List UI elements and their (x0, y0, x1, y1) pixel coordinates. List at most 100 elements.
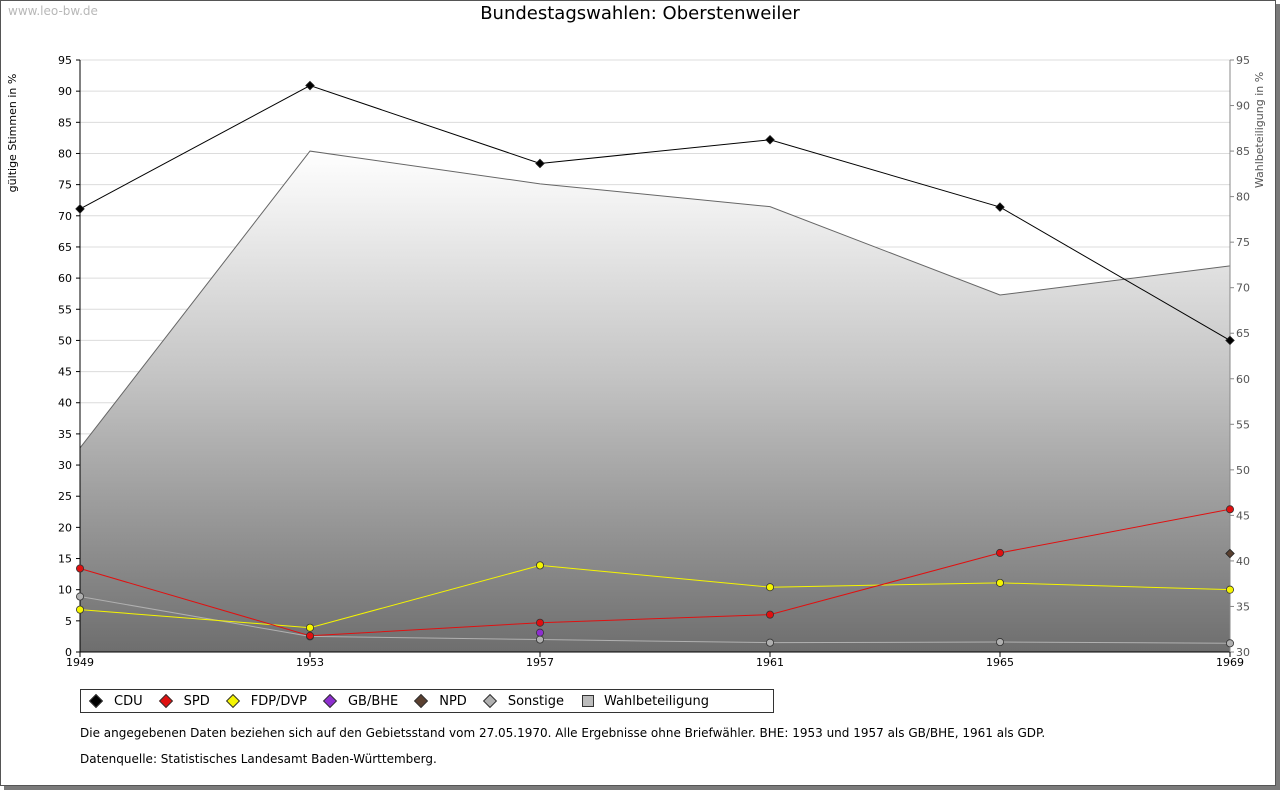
data-note: Die angegebenen Daten beziehen sich auf … (80, 726, 1046, 740)
legend-label: NPD (439, 693, 467, 709)
y2-tick-label: 45 (1236, 509, 1250, 522)
legend-label: FDP/DVP (250, 693, 307, 709)
legend-marker (582, 695, 594, 707)
y2-tick-label: 80 (1236, 191, 1250, 204)
y2-axis-label: Wahlbeteiligung in % (1253, 72, 1266, 188)
y2-tick-label: 90 (1236, 100, 1250, 113)
y-tick-label: 55 (58, 303, 72, 316)
y-tick-label: 0 (65, 646, 72, 659)
y2-tick-label: 95 (1236, 54, 1250, 67)
data-point-sonstige (1226, 639, 1235, 648)
y-tick-label: 20 (58, 521, 72, 534)
x-tick-label: 1957 (526, 656, 554, 669)
x-tick-label: 1953 (296, 656, 324, 669)
legend-marker (414, 693, 429, 709)
turnout-area-fill (80, 151, 1230, 653)
data-point-sonstige (996, 638, 1005, 647)
y-tick-label: 70 (58, 210, 72, 223)
y2-tick-label: 85 (1236, 145, 1250, 158)
y-tick-label: 90 (58, 85, 72, 98)
data-point-spd (536, 618, 545, 627)
y2-tick-label: 35 (1236, 600, 1250, 613)
y-tick-label: 80 (58, 147, 72, 160)
legend-label: SPD (183, 693, 210, 709)
series-line-sonstige (79, 596, 1231, 644)
data-point-spd (76, 564, 85, 573)
turnout-area (79, 150, 1231, 653)
legend-marker (322, 693, 338, 709)
y-tick-label: 50 (58, 334, 72, 347)
y-tick-label: 5 (65, 615, 72, 628)
data-point-fdp-dvp (996, 578, 1005, 587)
data-point-sonstige (76, 592, 85, 601)
y-tick-label: 25 (58, 490, 72, 503)
legend-item-wahlbeteiligung: Wahlbeteiligung (582, 694, 709, 709)
data-point-fdp-dvp (1226, 585, 1235, 594)
data-point-gb-bhe (536, 628, 545, 637)
x-tick-label: 1969 (1216, 656, 1244, 669)
y2-tick-label: 65 (1236, 327, 1250, 340)
data-point-cdu (75, 204, 85, 214)
legend-label: Wahlbeteiligung (604, 693, 710, 709)
series-line-cdu (79, 85, 1231, 341)
series (75, 80, 1235, 648)
legend-item-cdu: CDU (88, 693, 143, 709)
axes: 0 5 10 15 20 25 30 35 40 45 50 55 60 65 70 75 80 85 90 95 30… (58, 54, 1250, 669)
legend-item-fdp-dvp: FDP/DVP (225, 693, 307, 709)
y-tick-label: 75 (58, 179, 72, 192)
y-tick-label: 60 (58, 272, 72, 285)
y-tick-label: 30 (58, 459, 72, 472)
y2-tick-label: 75 (1236, 236, 1250, 249)
data-point-spd (766, 610, 775, 619)
y2-tick-label: 55 (1236, 418, 1250, 431)
y-tick-label: 10 (58, 584, 72, 597)
chart-title: Bundestagswahlen: Oberstenweiler (480, 3, 800, 24)
y2-tick-label: 60 (1236, 373, 1250, 386)
legend-label: CDU (114, 693, 143, 709)
series-line-spd (79, 508, 1231, 637)
data-point-cdu (765, 134, 775, 145)
data-source: Datenquelle: Statistisches Landesamt Bad… (80, 752, 437, 766)
data-point-fdp-dvp (76, 605, 85, 614)
data-point-sonstige (536, 635, 545, 644)
y-tick-label: 35 (58, 428, 72, 441)
y2-tick-label: 40 (1236, 555, 1250, 568)
data-point-sonstige (766, 638, 775, 647)
legend-label: Sonstige (507, 693, 564, 709)
legend-marker (482, 693, 497, 709)
y-tick-label: 40 (58, 397, 72, 410)
data-point-cdu (305, 80, 315, 91)
y-tick-label: 85 (58, 116, 72, 129)
legend-label: GB/BHE (347, 693, 399, 709)
data-point-fdp-dvp (305, 623, 314, 632)
watermark: www.leo-bw.de (8, 4, 98, 18)
data-point-spd (996, 548, 1005, 557)
legend-marker (225, 693, 240, 709)
data-point-npd (1225, 548, 1235, 559)
data-point-cdu (1225, 335, 1235, 346)
y2-tick-label: 30 (1236, 646, 1250, 659)
legend-marker (88, 693, 104, 709)
data-point-fdp-dvp (766, 583, 775, 592)
legend-marker (158, 693, 173, 709)
y-axis-label: gültige Stimmen in % (6, 74, 19, 193)
x-tick-label: 1949 (66, 656, 94, 669)
y-tick-label: 15 (58, 553, 72, 566)
data-point-spd (305, 631, 314, 640)
y-tick-label: 65 (58, 241, 72, 254)
data-point-cdu (995, 202, 1005, 212)
legend: CDU SPD FDP/DVP GB/BHE NPD Sonstige Wahlbeteil… (80, 689, 774, 713)
y2-tick-label: 50 (1236, 464, 1250, 477)
y2-tick-label: 70 (1236, 282, 1250, 295)
legend-item-sonstige: Sonstige (482, 693, 564, 709)
data-point-spd (1226, 505, 1235, 514)
legend-item-npd: NPD (414, 693, 467, 709)
data-point-fdp-dvp (536, 561, 545, 570)
data-point-cdu (535, 158, 545, 169)
legend-item-spd: SPD (158, 693, 210, 709)
x-tick-label: 1961 (756, 656, 784, 669)
turnout-area-line (79, 150, 1231, 449)
x-tick-label: 1965 (986, 656, 1014, 669)
y-tick-label: 95 (58, 54, 72, 67)
